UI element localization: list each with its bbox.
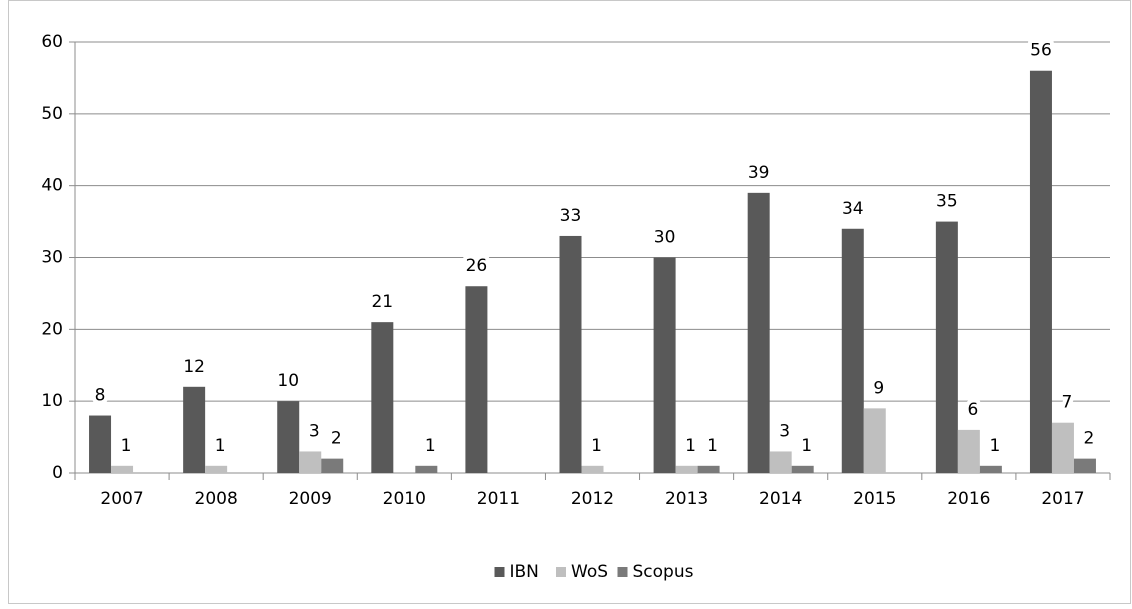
x-tick-label: 2011: [477, 489, 520, 509]
x-tick-label: 2017: [1041, 489, 1084, 509]
data-label: 1: [801, 436, 812, 456]
data-label: 9: [873, 378, 884, 398]
bar: [957, 429, 980, 473]
x-tick-label: 2009: [289, 489, 332, 509]
data-label: 1: [707, 436, 718, 456]
bar: [581, 465, 604, 473]
data-label: 8: [95, 386, 106, 406]
data-label: 30: [654, 228, 676, 248]
data-label: 35: [936, 192, 958, 212]
data-label: 1: [121, 436, 132, 456]
data-label: 7: [1062, 393, 1073, 413]
bar: [863, 408, 886, 473]
bar: [841, 228, 864, 473]
bar: [1073, 458, 1096, 473]
y-tick-label: 0: [52, 463, 63, 483]
data-label: 39: [748, 163, 770, 183]
bar: [277, 401, 300, 473]
data-label: 2: [1084, 429, 1095, 449]
data-label: 12: [183, 357, 205, 377]
x-tick-label: 2007: [100, 489, 143, 509]
legend-label: WoS: [571, 562, 608, 582]
bar: [935, 221, 958, 473]
bar: [697, 465, 720, 473]
x-tick-label: 2014: [759, 489, 802, 509]
data-label: 1: [989, 436, 1000, 456]
data-label: 3: [309, 421, 320, 441]
data-label: 3: [779, 421, 790, 441]
x-tick-label: 2008: [195, 489, 238, 509]
legend-label: IBN: [510, 562, 539, 582]
data-label: 56: [1030, 41, 1052, 61]
x-tick-label: 2010: [383, 489, 426, 509]
data-label: 26: [466, 256, 488, 276]
data-label: 34: [842, 199, 864, 219]
bar: [559, 235, 582, 473]
data-label: 21: [371, 292, 393, 312]
data-label: 1: [591, 436, 602, 456]
y-tick-label: 30: [41, 248, 63, 268]
bar: [465, 286, 488, 473]
data-label: 2: [331, 429, 342, 449]
bar: [1029, 70, 1052, 473]
data-label: 1: [215, 436, 226, 456]
data-label: 1: [425, 436, 436, 456]
legend-label: Scopus: [633, 562, 694, 582]
bar: [1051, 422, 1074, 473]
data-label: 10: [277, 371, 299, 391]
legend-swatch: [494, 567, 505, 577]
bar: [111, 465, 134, 473]
data-label: 33: [560, 206, 582, 226]
y-tick-label: 40: [41, 176, 63, 196]
bar: [183, 386, 206, 473]
bar: [769, 451, 792, 473]
legend-swatch: [556, 567, 566, 577]
bar: [321, 458, 344, 473]
bar: [415, 465, 438, 473]
data-label: 6: [967, 400, 978, 420]
bar: [89, 415, 112, 473]
x-tick-label: 2012: [571, 489, 614, 509]
bar: [653, 257, 676, 473]
bar: [791, 465, 814, 473]
bar: [747, 192, 770, 473]
bar: [205, 465, 228, 473]
x-tick-label: 2015: [853, 489, 896, 509]
bar: [371, 322, 394, 473]
x-tick-label: 2016: [947, 489, 990, 509]
y-tick-label: 60: [41, 32, 63, 52]
y-tick-label: 20: [41, 319, 63, 339]
bar: [675, 465, 698, 473]
data-label: 1: [685, 436, 696, 456]
y-tick-label: 10: [41, 391, 63, 411]
legend-swatch: [617, 567, 628, 577]
x-tick-label: 2013: [665, 489, 708, 509]
bar: [299, 451, 322, 473]
y-tick-label: 50: [41, 104, 63, 124]
bar: [979, 465, 1002, 473]
